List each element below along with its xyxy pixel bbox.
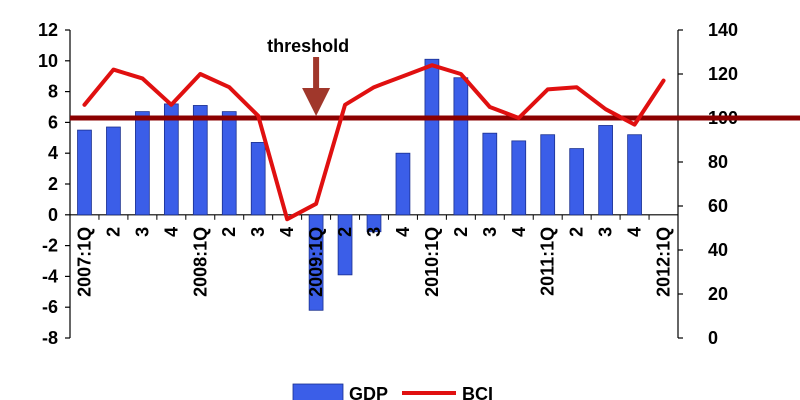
gdp-bar [540, 134, 556, 216]
left-tick-label: 12 [38, 20, 58, 40]
category-label: 4 [509, 227, 529, 237]
x-axis-categories: 2007:1Q 2 3 4 2008:1Q 2 3 4 2009:1Q 2 3 4 2010:1Q 2 3 4… [74, 227, 673, 297]
category-label: 3 [132, 227, 152, 237]
category-label: 4 [277, 227, 297, 237]
gdp-bar [424, 58, 440, 216]
category-label: 3 [480, 227, 500, 237]
category-label: 2 [567, 227, 587, 237]
gdp-bar [569, 148, 585, 216]
gdp-bar [395, 152, 411, 216]
right-tick-label: 0 [708, 328, 718, 348]
left-tick-label: 6 [48, 112, 58, 132]
gdp-bar [135, 111, 150, 216]
category-label: 2008:1Q [190, 227, 210, 297]
gdp-bar [308, 214, 324, 311]
right-tick-label: 40 [708, 240, 728, 260]
gdp-bar [337, 214, 353, 276]
legend-gdp-swatch [292, 383, 344, 400]
gdp-bar [192, 105, 208, 216]
left-tick-label: 8 [48, 82, 58, 102]
category-label: 3 [248, 227, 268, 237]
category-label: 4 [161, 227, 181, 237]
gdp-bar [453, 77, 469, 216]
right-tick-label: 140 [708, 20, 738, 40]
left-tick-label: -4 [42, 266, 58, 286]
category-label: 3 [364, 227, 384, 237]
gdp-bar [627, 134, 642, 216]
gdp-bar [250, 142, 266, 216]
category-label: 2010:1Q [422, 227, 442, 297]
left-tick-label: 2 [48, 174, 58, 194]
gdp-bar [77, 129, 92, 216]
category-label: 2 [451, 227, 471, 237]
bci-line [82, 63, 666, 222]
left-tick-label: -6 [42, 297, 58, 317]
legend-gdp-label: GDP [349, 384, 388, 400]
category-label: 2 [103, 227, 123, 237]
threshold-annotation: threshold [267, 36, 349, 116]
threshold-label: threshold [267, 36, 349, 56]
right-tick-label: 80 [708, 152, 728, 172]
gdp-bars [69, 58, 679, 311]
threshold-arrow-head [302, 88, 331, 116]
category-label: 3 [596, 227, 616, 237]
gdp-bar [106, 126, 121, 216]
category-label: 2011:1Q [538, 227, 558, 296]
right-axis: 020406080100120140 [677, 20, 738, 348]
category-label: 2012:1Q [654, 227, 674, 297]
category-label: 4 [625, 227, 645, 237]
left-tick-label: 4 [48, 143, 58, 163]
category-label: 4 [393, 227, 413, 237]
category-label: 2 [219, 227, 239, 237]
right-tick-label: 20 [708, 284, 728, 304]
category-label: 2 [335, 227, 355, 237]
legend: GDP BCI [292, 383, 493, 400]
left-tick-label: 0 [48, 205, 58, 225]
left-tick-label: 10 [38, 51, 58, 71]
gdp-bar [163, 103, 179, 216]
category-label: 2009:1Q [306, 227, 326, 297]
bci-polyline [82, 63, 666, 222]
left-axis: -8 -6 -4 -2 0 2 4 6 8 10 12 [38, 20, 71, 348]
gdp-bar [366, 214, 382, 233]
gdp-bar [511, 140, 527, 216]
right-tick-label: 120 [708, 64, 738, 84]
gdp-bar [598, 125, 613, 216]
legend-bci-label: BCI [462, 384, 493, 400]
right-tick-label: 60 [708, 196, 728, 216]
left-tick-label: -8 [42, 328, 58, 348]
left-tick-label: -2 [42, 236, 58, 256]
category-label: 2007:1Q [74, 227, 94, 297]
gdp-bar [221, 111, 237, 216]
gdp-bar [482, 132, 498, 216]
